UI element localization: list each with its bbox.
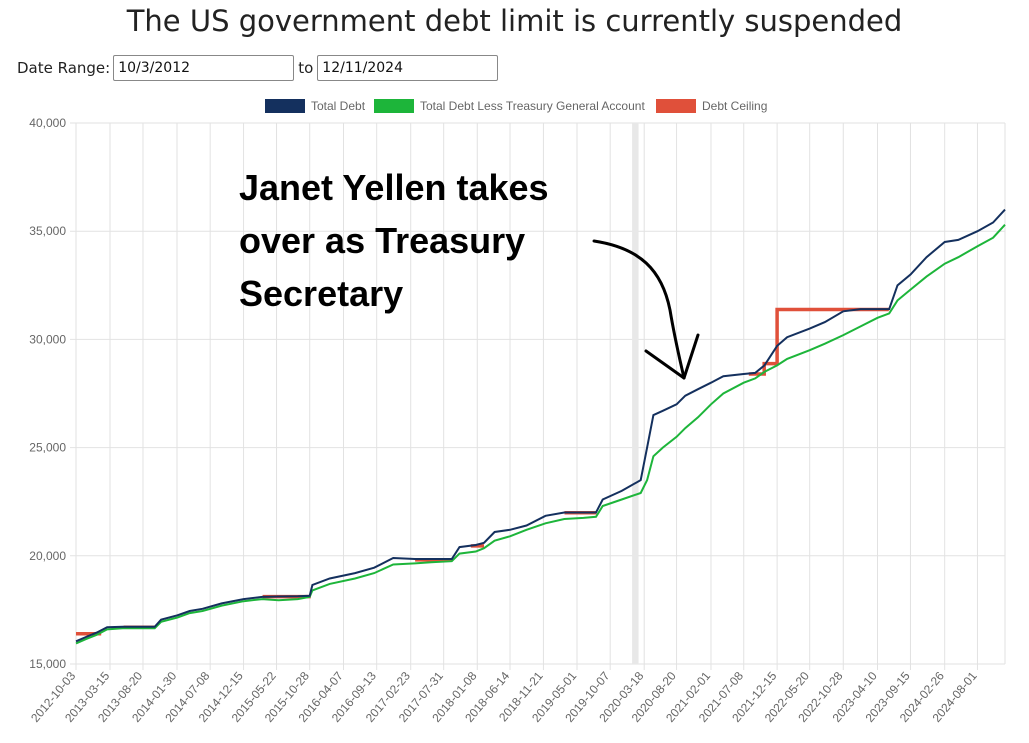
y-tick-label: 20,000	[29, 549, 66, 563]
chart-series	[75, 208, 1006, 645]
shaded-period	[632, 123, 639, 664]
legend-label: Debt Ceiling	[702, 99, 767, 113]
legend-swatch	[656, 99, 696, 113]
date-range-separator: to	[298, 59, 314, 77]
chart-legend: Total Debt Total Debt Less Treasury Gener…	[265, 99, 767, 113]
total-debt-less-tga-line	[75, 224, 1006, 645]
legend-swatch	[265, 99, 305, 113]
legend-label: Total Debt	[311, 99, 366, 113]
start-date-input[interactable]	[113, 55, 295, 81]
annotation-text-line: over as Treasury	[239, 220, 525, 261]
shaded-period-band	[632, 123, 639, 664]
legend-swatch	[374, 99, 414, 113]
annotation-text-line: Janet Yellen takes	[239, 167, 549, 208]
y-tick-label: 30,000	[29, 332, 66, 346]
chart-annotation: Janet Yellen takes over as Treasury Secret…	[239, 167, 700, 380]
y-tick-label: 35,000	[29, 224, 66, 238]
page-title: The US government debt limit is currentl…	[126, 4, 903, 38]
date-range-label: Date Range:	[17, 59, 111, 77]
annotation-arrow-head	[644, 333, 700, 380]
y-tick-label: 25,000	[29, 441, 66, 455]
annotation-text-line: Secretary	[239, 273, 403, 314]
legend-label: Total Debt Less Treasury General Account	[420, 99, 645, 113]
annotation-arrow-shaft	[592, 239, 686, 380]
y-tick-label: 15,000	[29, 657, 66, 671]
date-range-controls: Date Range: to	[17, 53, 499, 83]
debt-ceiling-line	[748, 307, 889, 376]
total-debt-line	[75, 208, 1006, 643]
chart-grid	[70, 122, 1006, 670]
end-date-input[interactable]	[317, 55, 499, 81]
y-tick-label: 40,000	[29, 116, 66, 130]
